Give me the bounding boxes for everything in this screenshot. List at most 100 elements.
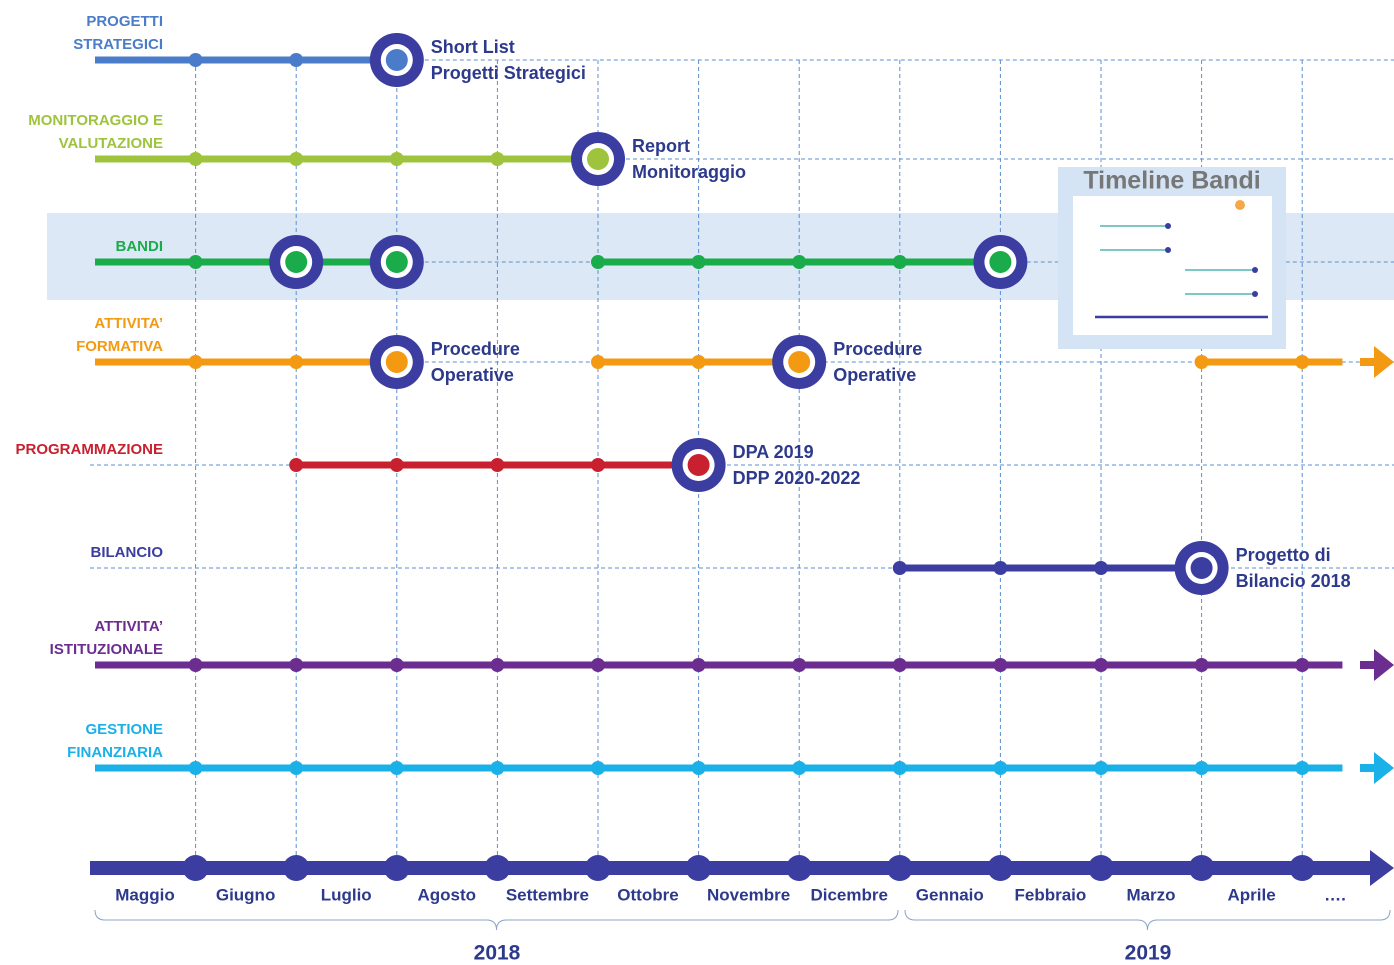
axis-dot <box>383 855 410 881</box>
month-label: Giugno <box>216 885 275 904</box>
row-dot <box>691 761 706 775</box>
thumbnail-lines <box>1095 225 1268 319</box>
row-dot <box>1295 658 1310 672</box>
row-dot <box>591 458 605 472</box>
row-dot <box>993 561 1008 575</box>
row-dot <box>289 53 304 67</box>
row-dot <box>1194 658 1209 672</box>
axis-dot <box>987 855 1014 881</box>
row-dot <box>188 761 203 775</box>
row-arrow <box>1360 346 1394 378</box>
milestone-core <box>687 454 710 476</box>
row-dot <box>389 152 404 166</box>
axis-arrow <box>1370 850 1394 886</box>
month-label: Luglio <box>321 885 372 904</box>
milestone-core <box>587 148 609 170</box>
row-dot <box>1094 761 1108 775</box>
month-label: Novembre <box>707 885 790 904</box>
row-dot <box>691 255 706 269</box>
month-label: Maggio <box>115 885 175 904</box>
month-more: …. <box>1324 885 1346 904</box>
row-dot <box>389 761 404 775</box>
row-label: ATTIVITA’ <box>94 315 163 332</box>
row-dot <box>389 458 404 472</box>
milestone-label: Bilancio 2018 <box>1236 571 1351 591</box>
row-dot <box>289 152 304 166</box>
row-label: FINANZIARIA <box>67 744 163 761</box>
month-label: Marzo <box>1126 885 1175 904</box>
row-dot <box>993 658 1008 672</box>
row-dot <box>389 658 404 672</box>
milestone-core <box>788 351 811 373</box>
axis-dot <box>283 855 310 881</box>
axis-dot <box>886 855 913 881</box>
milestone-core <box>285 251 308 273</box>
month-label: Settembre <box>506 885 589 904</box>
thumbnail-rings <box>1165 223 1258 297</box>
thumbnail-image <box>1073 196 1272 335</box>
year-bracket <box>904 909 1391 931</box>
row-dot <box>892 658 907 672</box>
row-dot <box>591 255 605 269</box>
row-dot <box>188 355 203 369</box>
month-label: Gennaio <box>916 885 984 904</box>
row-dot <box>490 152 505 166</box>
row-dot <box>792 658 807 672</box>
row-dot <box>591 658 605 672</box>
month-label: Aprile <box>1228 885 1276 904</box>
milestone-label: Operative <box>833 365 916 385</box>
axis-dot <box>585 855 611 881</box>
row-label: ATTIVITA’ <box>94 618 163 635</box>
year-label: 2018 <box>474 942 521 965</box>
milestone-core <box>385 49 408 71</box>
milestone-label: Procedure <box>431 339 520 359</box>
axis-dot <box>1289 855 1316 881</box>
row-dot <box>1295 761 1310 775</box>
thumbnail-title: Timeline Bandi <box>1083 167 1260 195</box>
row-dot <box>289 355 304 369</box>
row-dot <box>490 658 505 672</box>
row-dot <box>792 255 807 269</box>
row-label: VALUTAZIONE <box>59 135 163 152</box>
row-label: STRATEGICI <box>73 36 163 53</box>
row-dot <box>1094 561 1108 575</box>
row-dot <box>1295 355 1310 369</box>
thumbnail-logo <box>1235 200 1245 210</box>
row-dot <box>188 658 203 672</box>
row-dot <box>892 561 907 575</box>
milestone-label: Operative <box>431 365 514 385</box>
row-dot <box>289 761 304 775</box>
row-dot <box>892 255 907 269</box>
year-label: 2019 <box>1125 942 1172 965</box>
milestone-core <box>385 351 408 373</box>
row-label: BANDI <box>116 238 164 255</box>
milestone-label: DPA 2019 <box>733 442 814 462</box>
year-bracket <box>94 909 899 931</box>
axis-dot <box>1188 855 1215 881</box>
month-label: Agosto <box>418 885 477 904</box>
row-label: BILANCIO <box>91 544 164 561</box>
month-label: Febbraio <box>1015 885 1087 904</box>
month-label: Ottobre <box>617 885 678 904</box>
row-dot <box>490 761 505 775</box>
row-dot <box>591 761 605 775</box>
row-dot <box>1194 761 1209 775</box>
row-label: PROGETTI <box>86 13 163 30</box>
row-label: GESTIONE <box>85 721 163 738</box>
text-layer: PROGETTI STRATEGICI Short List Progetti Str… <box>16 13 1351 761</box>
row-dot <box>591 355 605 369</box>
axis-dot <box>484 855 511 881</box>
row-dot <box>188 255 203 269</box>
row-dot <box>188 152 203 166</box>
row-dot <box>1094 658 1108 672</box>
milestone-label: Procedure <box>833 339 922 359</box>
row-dot <box>691 355 706 369</box>
row-dot <box>892 761 907 775</box>
axis-dot <box>786 855 813 881</box>
milestone-label: Report <box>632 136 690 156</box>
row-label: FORMATIVA <box>76 338 163 355</box>
milestone-core <box>1190 557 1213 579</box>
milestone-label: Short List <box>431 37 515 57</box>
milestone-label: DPP 2020-2022 <box>733 468 861 488</box>
